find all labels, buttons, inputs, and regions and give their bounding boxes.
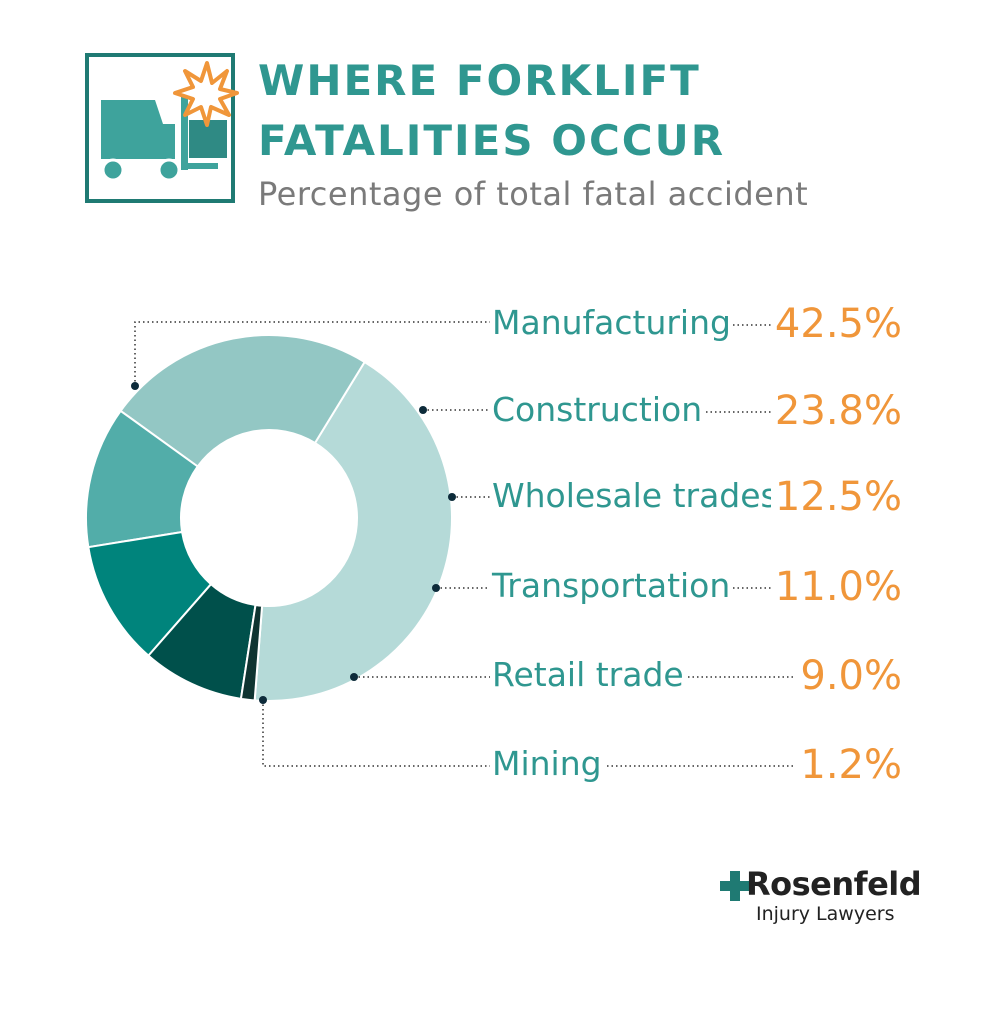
title-line-1: WHERE FORKLIFT (258, 56, 701, 105)
brand-name: Rosenfeld (746, 865, 922, 903)
leader-line-manufacturing (134, 321, 490, 386)
leader-line-mining (262, 700, 490, 767)
impact-burst (173, 61, 239, 127)
plus-icon (720, 871, 750, 901)
slice-manufacturing (253, 360, 453, 702)
value-label-wholesale-trades: 12.5% (770, 477, 902, 517)
forklift-body (101, 124, 175, 159)
subtitle: Percentage of total fatal accident (258, 175, 809, 213)
forklift-cab-window (101, 100, 133, 124)
value-label-manufacturing: 42.5% (770, 304, 902, 344)
category-label-transportation: Transportation (490, 566, 733, 605)
leader-dot-transportation (432, 584, 440, 592)
value-label-transportation: 11.0% (770, 567, 902, 607)
leader-dot-construction (419, 406, 427, 414)
category-label-wholesale-trades: Wholesale trades (490, 476, 780, 515)
forklift-mast (181, 92, 188, 170)
brand-tagline: Injury Lawyers (756, 903, 895, 925)
leader-dot-retail-trade (350, 673, 358, 681)
forklift-fork (188, 163, 218, 169)
category-label-retail-trade: Retail trade (490, 655, 686, 694)
leader-dot-mining (259, 696, 267, 704)
brand-logo: Rosenfeld Injury Lawyers (720, 865, 922, 935)
forklift-wheel-front (101, 158, 125, 182)
value-label-retail-trade: 9.0% (796, 656, 902, 696)
slice-construction (119, 334, 366, 468)
slice-mining (239, 603, 264, 702)
leader-dot-manufacturing (131, 382, 139, 390)
category-label-construction: Construction (490, 390, 705, 429)
category-label-manufacturing: Manufacturing (490, 303, 733, 342)
leader-dot-wholesale-trades (448, 493, 456, 501)
category-label-mining: Mining (490, 744, 604, 783)
title-line-2: FATALITIES OCCUR (258, 116, 726, 165)
value-label-mining: 1.2% (796, 745, 902, 785)
forklift-crash-icon (85, 53, 239, 203)
forklift-wheel-rear (157, 158, 181, 182)
value-label-construction: 23.8% (770, 391, 902, 431)
